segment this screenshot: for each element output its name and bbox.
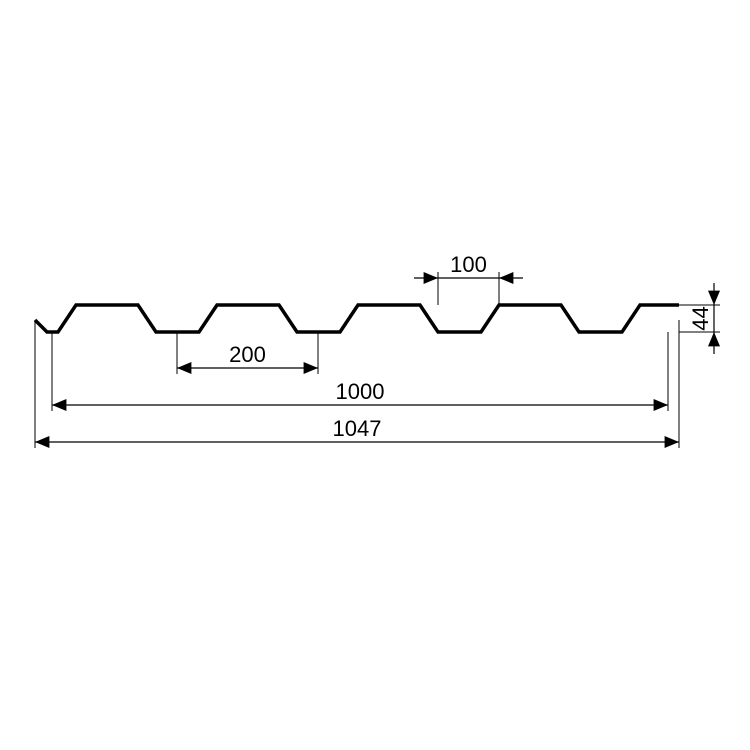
dim-rib-pitch-label: 200 (229, 342, 266, 367)
dim-overall-label: 1047 (333, 416, 382, 441)
profile-diagram: 100 200 1000 1047 44 (0, 0, 750, 750)
dim-top-flat-label: 100 (450, 252, 487, 277)
dimensions-group: 100 200 1000 1047 44 (35, 252, 720, 448)
sheet-profile (35, 305, 679, 332)
dim-depth-label: 44 (688, 306, 713, 330)
dim-cover-label: 1000 (336, 379, 385, 404)
